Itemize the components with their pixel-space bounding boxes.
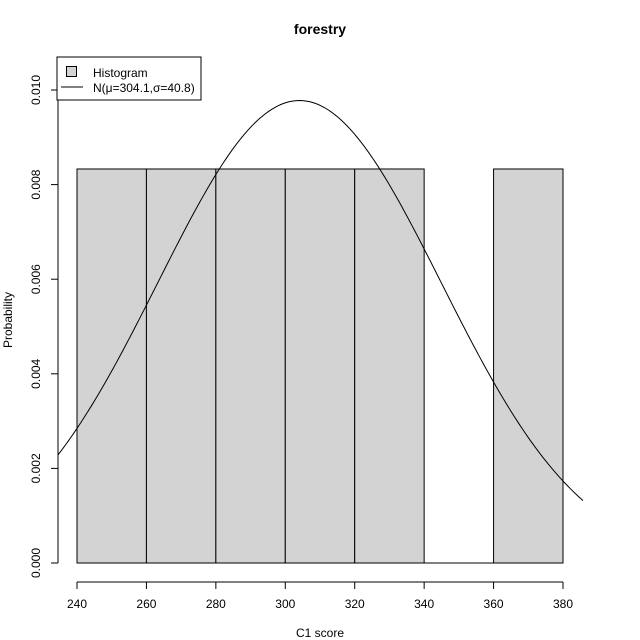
histogram-bar bbox=[493, 168, 564, 564]
legend-curve-label: N(μ=304.1,σ=40.8) bbox=[93, 81, 195, 95]
y-axis-label: Probability bbox=[1, 292, 15, 348]
y-tick-label: 0.008 bbox=[29, 169, 43, 199]
legend-histogram-swatch bbox=[66, 66, 77, 77]
x-tick-label: 380 bbox=[553, 597, 573, 611]
x-tick-label: 360 bbox=[484, 597, 504, 611]
y-tick-label: 0.000 bbox=[29, 548, 43, 578]
x-tick-label: 300 bbox=[275, 597, 295, 611]
x-axis-label: C1 score bbox=[296, 626, 344, 640]
histogram-bar bbox=[215, 168, 286, 564]
histogram-bar bbox=[76, 168, 147, 564]
x-tick-label: 260 bbox=[136, 597, 156, 611]
chart-title: forestry bbox=[294, 21, 346, 37]
legend-histogram-label: Histogram bbox=[93, 66, 148, 80]
x-tick-label: 280 bbox=[206, 597, 226, 611]
histogram-bar bbox=[354, 168, 425, 564]
y-axis: 0.000 0.002 0.004 0.006 0.008 0.010 bbox=[29, 75, 59, 578]
legend-box bbox=[56, 56, 202, 101]
x-tick-label: 340 bbox=[414, 597, 434, 611]
histogram-bar bbox=[284, 168, 356, 564]
y-tick-label: 0.002 bbox=[29, 453, 43, 483]
normal-curve bbox=[57, 99, 584, 501]
x-tick-label: 320 bbox=[345, 597, 365, 611]
y-tick-label: 0.010 bbox=[29, 75, 43, 105]
x-axis: 240 260 280 300 320 340 360 380 bbox=[67, 581, 573, 611]
histogram-bars bbox=[76, 168, 564, 564]
y-tick-label: 0.004 bbox=[29, 358, 43, 388]
x-tick-label: 240 bbox=[67, 597, 87, 611]
histogram-bar bbox=[145, 168, 217, 564]
legend: Histogram N(μ=304.1,σ=40.8) bbox=[56, 56, 202, 101]
y-tick-label: 0.006 bbox=[29, 264, 43, 294]
